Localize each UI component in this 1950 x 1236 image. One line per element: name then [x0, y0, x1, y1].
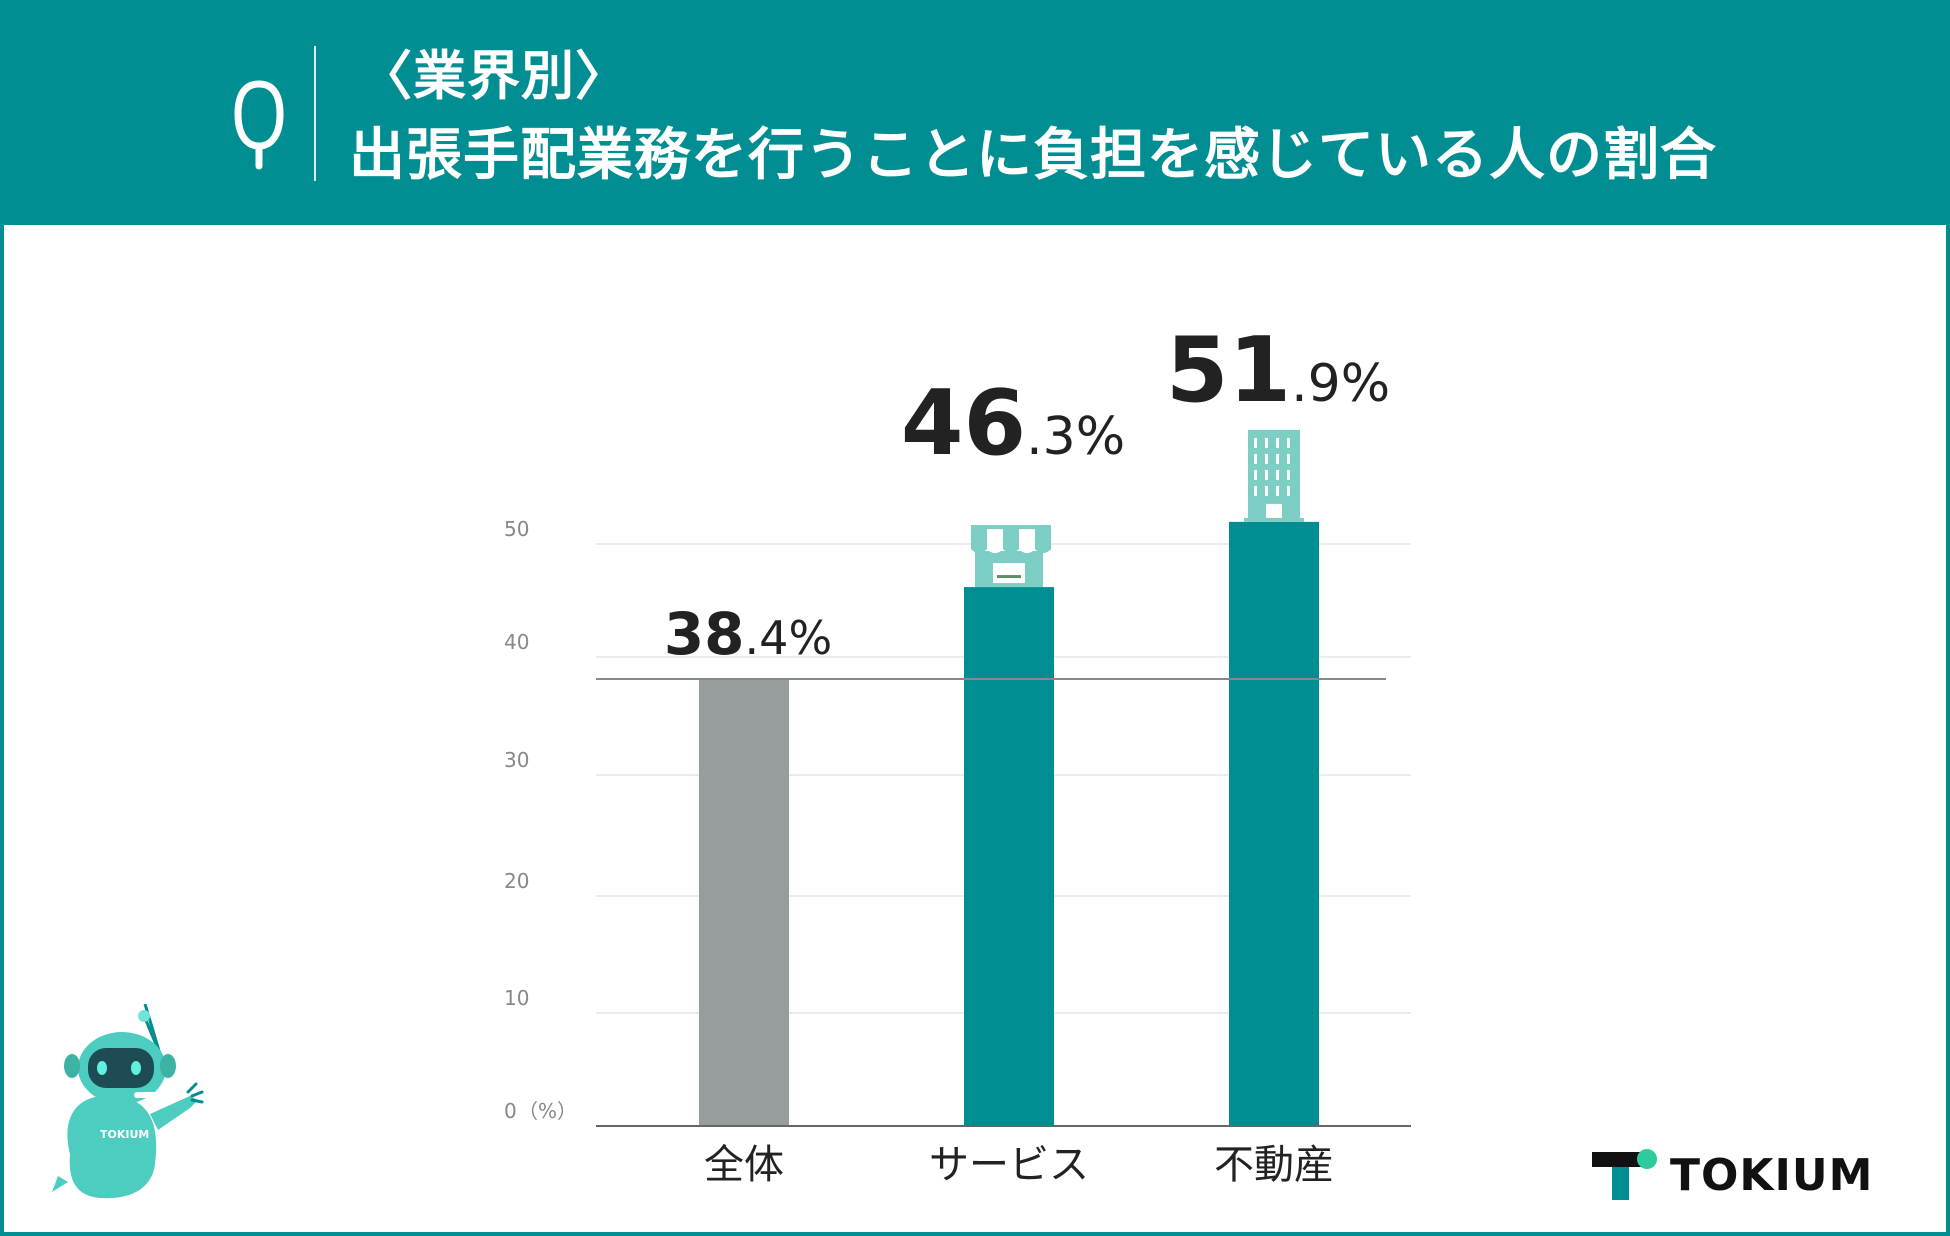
chart-subtitle: 〈業界別〉: [359, 46, 629, 107]
value-unit-2: %: [1341, 354, 1390, 414]
office-building-icon: [1244, 429, 1304, 522]
y-unit-label: （%）: [518, 1099, 577, 1123]
mascot-badge-text: TOKIUM: [100, 1128, 149, 1141]
robot-mascot-icon: TOKIUM: [40, 1003, 220, 1204]
category-label-0: 全体: [704, 1142, 784, 1188]
y-tick-label-10: 10: [504, 986, 529, 1010]
header-banner: 〈業界別〉 出張手配業務を行うことに負担を感じている人の割合: [4, 4, 1946, 225]
value-label-0: 38.4%: [664, 600, 832, 668]
y-tick-label-20: 20: [504, 869, 529, 893]
value-dec-2: .9: [1291, 354, 1341, 414]
bar-layer: [596, 521, 1411, 1127]
bar-1: [964, 587, 1054, 1126]
value-int-1: 46: [901, 371, 1026, 476]
value-dec-1: .3: [1026, 407, 1076, 467]
category-label-2: 不動産: [1214, 1142, 1334, 1188]
category-label-1: サービス: [929, 1142, 1089, 1188]
value-int-2: 51: [1166, 318, 1291, 423]
value-dec-0: .4: [745, 611, 789, 665]
y-tick-label-50: 50: [504, 517, 529, 541]
value-unit-1: %: [1076, 407, 1125, 467]
chart-title: 出張手配業務を行うことに負担を感じている人の割合: [349, 123, 1717, 188]
tokium-logo-icon: [1592, 1149, 1657, 1200]
bar-0: [699, 679, 789, 1126]
icon-layer: [971, 429, 1304, 588]
y-tick-label-30: 30: [504, 748, 529, 772]
q-letter-icon: [234, 80, 284, 170]
logo-text: TOKIUM: [1670, 1150, 1874, 1201]
storefront-icon: [971, 525, 1051, 588]
value-label-2: 51.9%: [1166, 318, 1390, 423]
bar-2: [1229, 521, 1319, 1126]
y-tick-label-0: 0: [504, 1099, 517, 1123]
value-label-1: 46.3%: [901, 371, 1125, 476]
y-tick-label-40: 40: [504, 630, 529, 654]
value-unit-0: %: [788, 611, 832, 665]
header-divider: [314, 46, 316, 181]
value-int-0: 38: [664, 600, 745, 668]
tokium-logo: TOKIUM: [1592, 1144, 1872, 1206]
